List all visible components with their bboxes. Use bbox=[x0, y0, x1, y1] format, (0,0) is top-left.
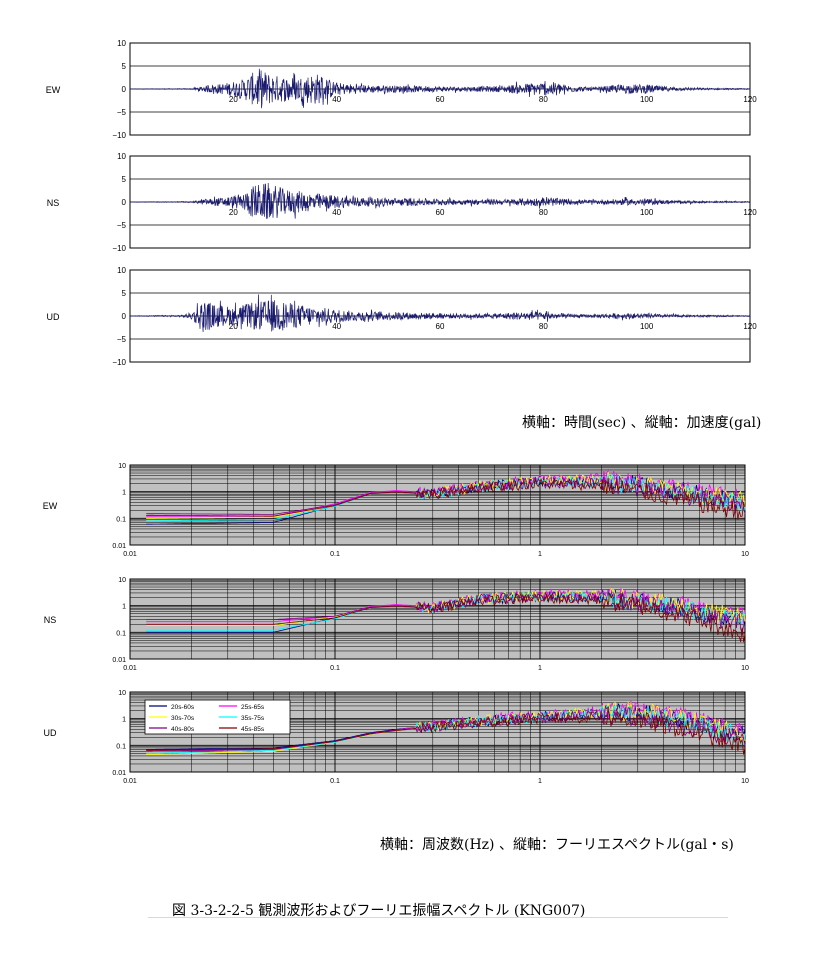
legend: 20s-60s 25s-65s 30s-70s 35s-75s 40s-80s 45s-8… bbox=[144, 699, 291, 735]
x-tick-label: 100 bbox=[640, 95, 654, 104]
spectrum-series-45s-85s bbox=[146, 710, 746, 755]
waveform-trace bbox=[129, 294, 751, 333]
spectrum-panel-ns: 10 1 0.1 0.010.01 0.1 1 10 NS bbox=[44, 577, 749, 672]
legend-label: 35s-75s bbox=[241, 715, 265, 722]
legend-label: 30s-70s bbox=[171, 715, 195, 722]
x-tick-label: 10 bbox=[741, 665, 749, 672]
y-tick-label: 0.01 bbox=[112, 657, 126, 664]
x-tick-label: 0.1 bbox=[330, 778, 340, 785]
y-tick-label: 10 bbox=[118, 690, 126, 697]
figure-title-underline bbox=[148, 917, 728, 918]
y-tick-label: 0.01 bbox=[112, 770, 126, 777]
waveform-trace bbox=[129, 68, 751, 109]
x-tick-label: 120 bbox=[743, 95, 757, 104]
y-tick-label: 10 bbox=[118, 577, 126, 584]
x-tick-label: 0.1 bbox=[330, 665, 340, 672]
x-tick-label: 120 bbox=[743, 208, 757, 217]
spectrum-series-40s-80s bbox=[146, 705, 746, 752]
x-tick-label: 120 bbox=[743, 322, 757, 331]
legend-label: 40s-80s bbox=[171, 726, 195, 733]
x-tick-label: 0.01 bbox=[123, 778, 137, 785]
spectrum-series-45s-85s bbox=[146, 592, 746, 643]
x-tick-label: 0.01 bbox=[123, 665, 137, 672]
y-tick-label: 0.1 bbox=[116, 630, 126, 637]
y-tick-label: −5 bbox=[117, 335, 127, 344]
x-tick-label: 40 bbox=[332, 208, 341, 217]
component-label: NS bbox=[47, 198, 60, 208]
y-tick-label: 1 bbox=[122, 604, 126, 611]
legend-label: 20s-60s bbox=[171, 704, 195, 711]
component-label: UD bbox=[47, 312, 60, 322]
y-tick-label: 5 bbox=[122, 289, 127, 298]
plot-area bbox=[129, 464, 746, 546]
x-tick-label: 1 bbox=[538, 551, 542, 558]
y-tick-label: −5 bbox=[117, 221, 127, 230]
legend-label: 45s-85s bbox=[241, 726, 265, 733]
figure-title: 図 3-3-2-2-5 観測波形およびフーリエ振幅スペクトル (KNG007) bbox=[172, 903, 586, 919]
x-tick-label: 60 bbox=[436, 208, 445, 217]
x-tick-label: 1 bbox=[538, 665, 542, 672]
component-label: EW bbox=[46, 85, 61, 95]
x-tick-label: 20 bbox=[229, 95, 238, 104]
x-tick-label: 10 bbox=[741, 778, 749, 785]
y-tick-label: 1 bbox=[122, 717, 126, 724]
legend-label: 25s-65s bbox=[241, 704, 265, 711]
y-tick-label: 10 bbox=[117, 152, 126, 161]
x-tick-label: 1 bbox=[538, 778, 542, 785]
y-tick-label: −10 bbox=[112, 131, 126, 140]
component-label: NS bbox=[44, 615, 57, 625]
x-tick-label: 80 bbox=[539, 208, 548, 217]
y-tick-label: 0.1 bbox=[116, 516, 126, 523]
x-tick-label: 40 bbox=[332, 322, 341, 331]
spectrum-panel-ud: 10 1 0.1 0.010.01 0.1 1 10 UD 20s-60s 25s-65s 30s-… bbox=[44, 690, 749, 785]
waveform-trace bbox=[129, 182, 751, 219]
x-tick-label: 10 bbox=[741, 551, 749, 558]
waveform-panel-ns: 10 5 0 −5 −10 20 40 60 80 100 120 NS bbox=[47, 152, 757, 253]
x-tick-label: 0.01 bbox=[123, 551, 137, 558]
y-tick-label: 10 bbox=[118, 463, 126, 470]
y-tick-label: 0.1 bbox=[116, 743, 126, 750]
component-label: UD bbox=[44, 728, 57, 738]
spectrum-series-45s-85s bbox=[146, 477, 746, 520]
y-tick-label: 0 bbox=[122, 312, 127, 321]
spectrum-axis-caption: 横軸：周波数(Hz) 、縦軸：フーリエスペクトル(gal・s) bbox=[380, 837, 734, 853]
y-tick-label: 10 bbox=[117, 266, 126, 275]
x-tick-label: 80 bbox=[539, 322, 548, 331]
y-tick-label: 0.01 bbox=[112, 543, 126, 550]
y-tick-label: −10 bbox=[112, 244, 126, 253]
plot-area bbox=[129, 578, 746, 660]
x-tick-label: 100 bbox=[640, 322, 654, 331]
spectrum-series-30s-70s bbox=[146, 702, 746, 755]
y-tick-label: 0 bbox=[122, 85, 127, 94]
y-tick-label: −10 bbox=[112, 358, 126, 367]
component-label: EW bbox=[43, 501, 58, 511]
waveform-panel-ew: 10 5 0 −5 −10 20 40 60 80 100 120 EW bbox=[46, 39, 757, 140]
waveform-panel-ud: 10 5 0 −5 −10 20 40 60 80 100 120 UD bbox=[47, 266, 758, 367]
y-tick-label: 1 bbox=[122, 490, 126, 497]
waveform-axis-caption: 横軸：時間(sec) 、縦軸：加速度(gal) bbox=[522, 415, 762, 431]
x-tick-label: 80 bbox=[539, 95, 548, 104]
legend-box bbox=[144, 699, 291, 735]
x-tick-label: 60 bbox=[436, 95, 445, 104]
x-tick-label: 0.1 bbox=[330, 551, 340, 558]
y-tick-label: 5 bbox=[122, 62, 127, 71]
spectrum-panel-ew: 10 1 0.1 0.010.01 0.1 1 10 EW bbox=[43, 463, 749, 558]
x-tick-label: 100 bbox=[640, 208, 654, 217]
y-tick-label: 5 bbox=[122, 175, 127, 184]
x-tick-label: 40 bbox=[332, 95, 341, 104]
x-tick-label: 60 bbox=[436, 322, 445, 331]
y-tick-label: −5 bbox=[117, 108, 127, 117]
x-tick-label: 20 bbox=[229, 322, 238, 331]
y-tick-label: 10 bbox=[117, 39, 126, 48]
spectrum-series-40s-80s bbox=[146, 475, 746, 515]
x-tick-label: 20 bbox=[229, 208, 238, 217]
y-tick-label: 0 bbox=[122, 198, 127, 207]
